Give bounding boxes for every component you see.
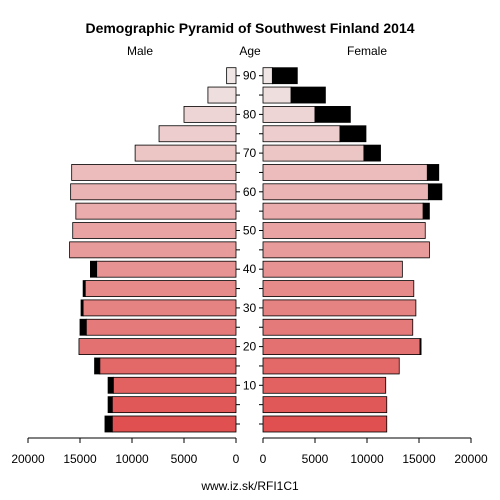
- female-bar-0-4: [262, 415, 388, 433]
- female-bar-45-49: [262, 241, 430, 259]
- male-bar-10-14: [112, 376, 237, 394]
- female-bar-85-89: [262, 86, 292, 104]
- female-excess-55-59: [422, 202, 430, 220]
- male-excess-0-4: [104, 415, 113, 433]
- male-bar-80-84: [183, 106, 237, 123]
- age-tick-label: 40: [243, 262, 257, 276]
- female-label: Female: [347, 44, 387, 58]
- male-excess-30-34: [80, 299, 84, 317]
- female-bar-30-34: [262, 299, 417, 317]
- female-bar-15-19: [262, 357, 400, 375]
- male-bar-55-59: [75, 202, 237, 220]
- x-tick-label: 20000: [11, 452, 45, 466]
- female-excess-90+: [271, 67, 298, 85]
- male-bar-40-44: [96, 260, 237, 278]
- female-bar-90+: [262, 67, 273, 85]
- age-tick-label: 50: [243, 224, 257, 238]
- female-bar-40-44: [262, 260, 403, 278]
- age-tick-label: 60: [243, 185, 257, 199]
- male-bar-5-9: [111, 396, 237, 414]
- age-axis: 10 20 30 40 50 60 70 80 90: [236, 69, 263, 425]
- male-bar-30-34: [82, 299, 237, 317]
- male-excess-15-19: [94, 357, 101, 375]
- male-bar-15-19: [99, 357, 237, 375]
- male-bar-50-54: [72, 222, 237, 239]
- male-bar-45-49: [69, 241, 237, 259]
- male-bar-90+: [226, 67, 237, 85]
- male-bar-25-29: [85, 318, 237, 336]
- female-bar-10-14: [262, 376, 387, 394]
- female-bars: [262, 67, 443, 433]
- x-axis: 20000 15000 10000 5000 0 5000 10000 15000 20000 0: [11, 437, 488, 466]
- male-bar-20-24: [78, 338, 237, 356]
- age-label: Age: [239, 44, 261, 58]
- male-bar-0-4: [111, 415, 237, 433]
- age-tick-label: 70: [243, 146, 257, 160]
- female-bar-5-9: [262, 396, 388, 414]
- male-excess-25-29: [79, 318, 87, 336]
- male-bar-60-64: [70, 183, 237, 201]
- x-tick-label: 15000: [402, 452, 436, 466]
- age-tick-label: 80: [243, 107, 257, 121]
- male-bar-70-74: [134, 144, 237, 162]
- male-excess-35-39: [82, 280, 86, 297]
- male-bar-35-39: [84, 280, 237, 297]
- male-excess-5-9: [107, 396, 113, 414]
- male-bar-65-69: [71, 164, 237, 181]
- age-tick-label: 10: [243, 378, 257, 392]
- female-excess-20-24: [419, 338, 422, 356]
- female-bar-35-39: [262, 280, 415, 297]
- age-tick-label: 90: [243, 69, 257, 83]
- female-bar-20-24: [262, 338, 421, 356]
- x-tick-label: 5000: [302, 452, 329, 466]
- female-excess-85-89: [290, 86, 326, 104]
- male-bar-75-79: [158, 125, 237, 143]
- female-bar-25-29: [262, 318, 414, 336]
- age-tick-label: 30: [243, 301, 257, 315]
- female-bar-80-84: [262, 106, 316, 123]
- female-excess-65-69: [426, 164, 440, 181]
- female-bar-75-79: [262, 125, 341, 143]
- female-bar-50-54: [262, 222, 426, 239]
- x-tick-label: 0: [233, 452, 240, 466]
- female-excess-60-64: [427, 183, 443, 201]
- male-excess-10-14: [107, 376, 114, 394]
- chart-title: Demographic Pyramid of Southwest Finland…: [85, 20, 414, 36]
- male-bar-85-89: [207, 86, 237, 104]
- female-excess-80-84: [314, 106, 351, 123]
- female-bar-55-59: [262, 202, 424, 220]
- male-label: Male: [127, 44, 153, 58]
- x-tick-label: 15000: [63, 452, 97, 466]
- female-bar-65-69: [262, 164, 428, 181]
- x-tick-label: 10000: [350, 452, 384, 466]
- age-tick-label: 20: [243, 340, 257, 354]
- male-excess-40-44: [90, 260, 98, 278]
- x-tick-label: 5000: [171, 452, 198, 466]
- female-excess-70-74: [363, 144, 381, 162]
- x-tick-label: 20000: [454, 452, 488, 466]
- female-excess-75-79: [339, 125, 367, 143]
- x-tick-label-female-zero: 0: [260, 452, 267, 466]
- male-bars: [69, 67, 237, 433]
- female-bar-60-64: [262, 183, 429, 201]
- x-tick-label: 10000: [115, 452, 149, 466]
- source-label: www.iz.sk/RFI1C1: [200, 479, 299, 493]
- female-bar-70-74: [262, 144, 365, 162]
